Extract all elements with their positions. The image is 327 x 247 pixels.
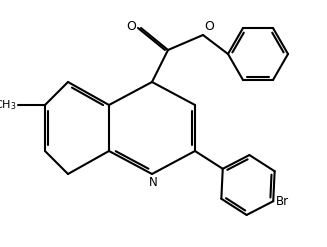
Text: CH$_3$: CH$_3$ xyxy=(0,98,16,112)
Text: Br: Br xyxy=(276,195,289,208)
Text: O: O xyxy=(126,21,136,34)
Text: O: O xyxy=(204,20,214,33)
Text: N: N xyxy=(149,176,157,189)
